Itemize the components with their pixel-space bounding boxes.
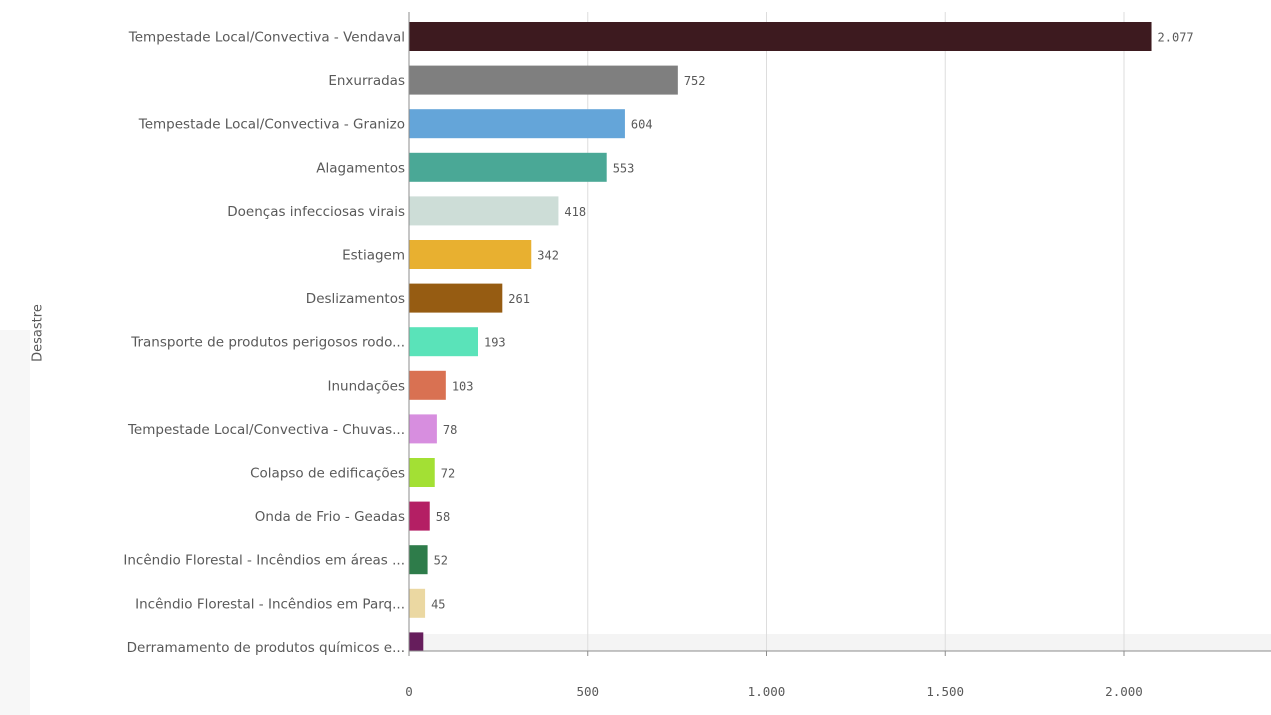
data-label: 752 [684, 74, 706, 88]
data-label: 2.077 [1158, 31, 1194, 45]
bar [409, 65, 678, 95]
data-label: 342 [537, 249, 559, 263]
bar [409, 240, 532, 269]
data-label: 193 [484, 336, 506, 350]
data-label: 553 [613, 161, 635, 175]
bar [409, 152, 607, 182]
x-tick-label: 1.000 [748, 684, 786, 699]
bar [409, 458, 435, 487]
bar [409, 414, 437, 444]
bar [409, 370, 446, 400]
data-label: 103 [452, 379, 474, 393]
data-label: 58 [436, 510, 450, 524]
category-label: Incêndio Florestal - Incêndios em Parq..… [135, 596, 405, 612]
bar [409, 22, 1152, 51]
data-label: 72 [441, 467, 455, 481]
bar [409, 327, 478, 357]
category-label: Inundações [327, 378, 405, 394]
category-label: Incêndio Florestal - Incêndios em áreas … [123, 553, 405, 569]
category-label: Derramamento de produtos químicos e... [127, 640, 405, 656]
x-tick-label: 2.000 [1105, 684, 1143, 699]
category-label: Doenças infecciosas virais [227, 204, 405, 220]
data-label: 45 [431, 597, 445, 611]
category-label: Transporte de produtos perigosos rodo... [130, 335, 405, 351]
category-label: Onda de Frio - Geadas [255, 509, 405, 525]
bar [409, 588, 426, 618]
data-label: 52 [434, 554, 448, 568]
category-label: Alagamentos [316, 160, 405, 176]
category-label: Tempestade Local/Convectiva - Chuvas... [127, 422, 405, 438]
data-label: 418 [564, 205, 586, 219]
category-label: Estiagem [342, 248, 405, 264]
x-tick-label: 500 [576, 684, 599, 699]
bar [409, 632, 424, 651]
category-label: Enxurradas [328, 73, 405, 89]
bar [409, 545, 428, 575]
category-label: Deslizamentos [306, 291, 405, 307]
data-label: 78 [443, 423, 457, 437]
category-label: Colapso de edificações [250, 466, 405, 482]
x-tick-label: 0 [405, 684, 413, 699]
row-highlight [409, 634, 1271, 651]
category-label: Tempestade Local/Convectiva - Vendaval [128, 30, 405, 46]
panel-edge [0, 330, 30, 715]
bar [409, 196, 559, 226]
x-tick-label: 1.500 [926, 684, 964, 699]
bar [409, 109, 625, 139]
data-label: 604 [631, 118, 653, 132]
bar [409, 501, 430, 531]
bar [409, 283, 503, 313]
data-label: 261 [508, 292, 530, 306]
category-label: Tempestade Local/Convectiva - Granizo [138, 117, 405, 133]
